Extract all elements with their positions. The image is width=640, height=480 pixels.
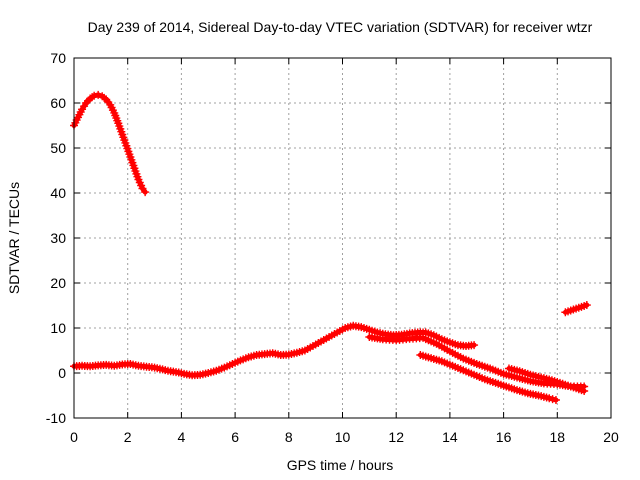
y-axis-label: SDTVAR / TECUs: [6, 182, 22, 294]
data-point: [141, 188, 150, 197]
chart-title: Day 239 of 2014, Sidereal Day-to-day VTE…: [88, 19, 593, 35]
series-track-d-dip: [416, 351, 560, 404]
series-track-a-early: [70, 90, 150, 197]
x-axis-label: GPS time / hours: [287, 457, 394, 473]
y-tick-label: 10: [50, 320, 66, 336]
x-tick-label: 8: [285, 429, 293, 445]
x-tick-label: 18: [550, 429, 566, 445]
y-tick-label: -10: [46, 410, 66, 426]
x-tick-label: 10: [335, 429, 351, 445]
x-tick-label: 16: [496, 429, 512, 445]
y-tick-label: 50: [50, 140, 66, 156]
x-tick-label: 0: [70, 429, 78, 445]
data-point: [582, 301, 591, 310]
grid: [74, 58, 611, 418]
y-tick-label: 60: [50, 95, 66, 111]
x-tick-label: 6: [231, 429, 239, 445]
data-point: [551, 396, 560, 404]
y-tick-label: 70: [50, 50, 66, 66]
data-point: [94, 90, 103, 99]
x-tick-label: 4: [178, 429, 186, 445]
y-tick-label: 40: [50, 185, 66, 201]
x-tick-label: 2: [124, 429, 132, 445]
x-tick-label: 20: [603, 429, 619, 445]
x-tick-label: 12: [388, 429, 404, 445]
y-tick-label: 30: [50, 230, 66, 246]
x-tick-label: 14: [442, 429, 458, 445]
series-track-f-segment: [561, 301, 591, 317]
y-tick-label: 20: [50, 275, 66, 291]
plot-frame: [73, 57, 612, 419]
data-point: [90, 91, 99, 100]
series-track-e-late: [504, 364, 589, 395]
data-point: [580, 387, 589, 395]
y-tick-label: 0: [58, 365, 66, 381]
data-point: [470, 341, 479, 350]
